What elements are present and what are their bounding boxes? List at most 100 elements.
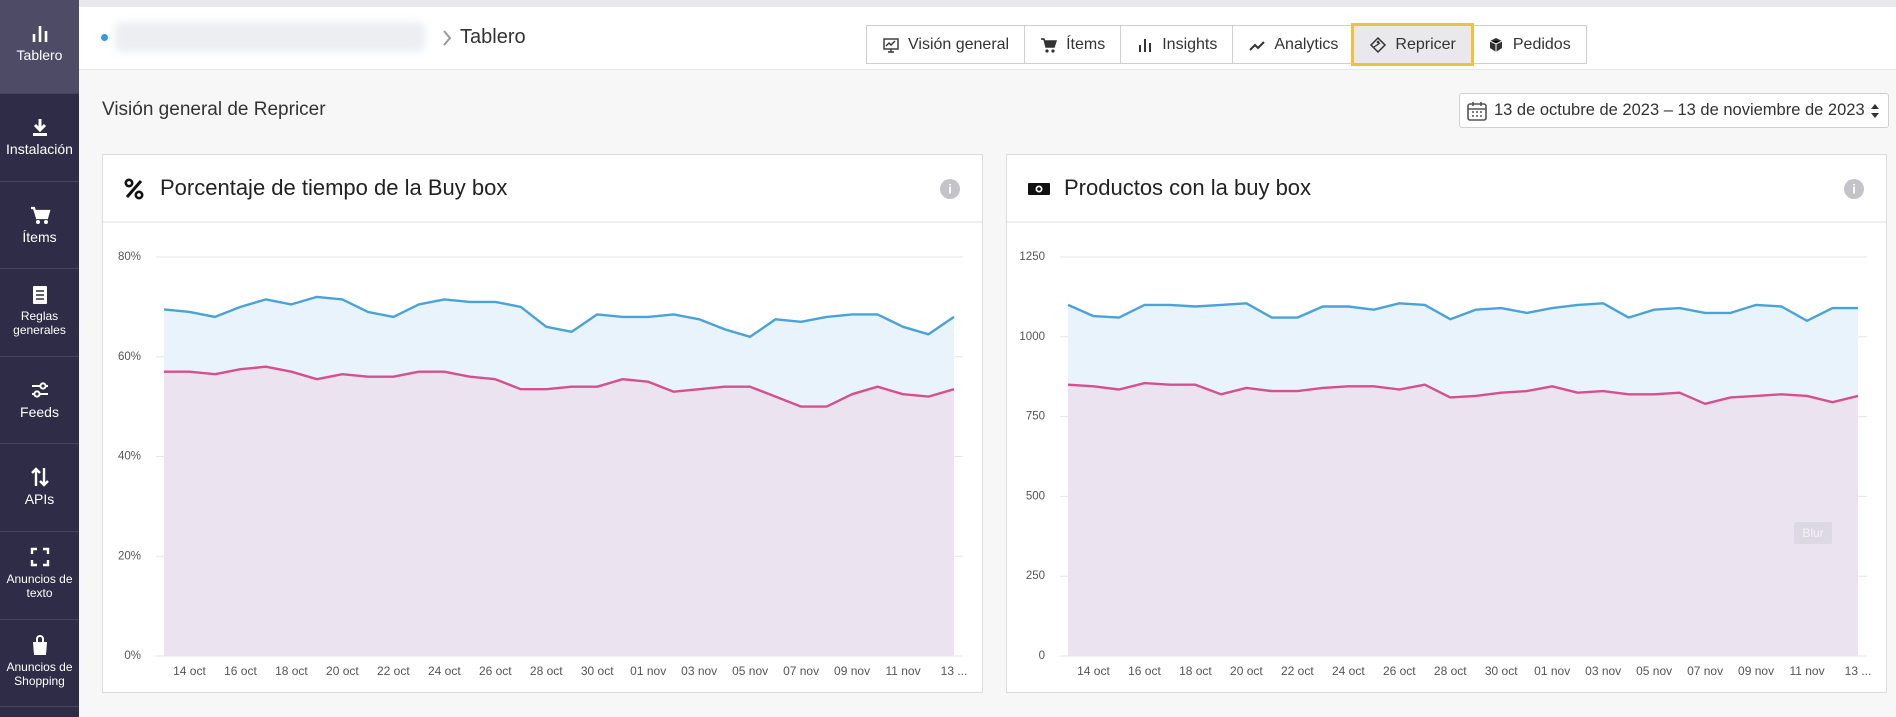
x-tick-label: 07 nov: [1687, 664, 1723, 678]
sidebar-icon: [31, 382, 48, 398]
sidebar-icon: [30, 206, 50, 224]
chart: Porcentaje de tiempo de la Buy box i 0% 20%…: [103, 175, 982, 678]
tab-icon: [1249, 40, 1266, 51]
top-bar: Tablero Visión general Ítems Insights Analy…: [79, 0, 1896, 70]
x-tick-label: 28 oct: [530, 664, 563, 678]
date-picker[interactable]: 13 de octubre de 2023 – 13 de noviembre …: [1459, 93, 1889, 128]
x-tick-label: 26 oct: [479, 664, 512, 678]
area: [164, 366, 954, 656]
tab-icon: [883, 37, 899, 53]
sidebar-label: Reglas generales: [13, 309, 66, 338]
sidebar-item[interactable]: Ítems: [0, 182, 79, 270]
x-tick-label: 22 oct: [1281, 664, 1314, 678]
sidebar-item[interactable]: Feeds: [0, 357, 79, 445]
info-glyph: i: [1852, 181, 1856, 196]
status-dot: [101, 34, 108, 41]
nav-tab[interactable]: Pedidos: [1470, 25, 1587, 64]
x-tick-label: 22 oct: [377, 664, 410, 678]
chart-title: Productos con la buy box: [1064, 175, 1311, 200]
sidebar-item[interactable]: Anuncios de texto: [0, 532, 79, 620]
sidebar-item[interactable]: Instalación: [0, 94, 79, 182]
line: [163, 295, 955, 338]
tab-icon: [1489, 37, 1503, 52]
info-icon[interactable]: [940, 179, 960, 199]
sidebar-item[interactable]: Anuncios de Shopping: [0, 620, 79, 708]
x-tick-label: 16 oct: [1128, 664, 1161, 678]
y-tick-label: 40%: [118, 451, 141, 463]
chart-icon: [1028, 183, 1050, 195]
sidebar-icon: [32, 119, 47, 136]
x-tick-label: 18 oct: [1179, 664, 1212, 678]
x-tick-label: 28 oct: [1434, 664, 1467, 678]
sidebar-item[interactable]: Reglas generales: [0, 269, 79, 357]
tab-icon: [1370, 36, 1387, 53]
sidebar-icon: [32, 634, 47, 655]
y-tick-label: 60%: [118, 351, 141, 363]
date-range: 13 de octubre de 2023 – 13 de noviembre …: [1494, 101, 1865, 119]
x-tick-label: 26 oct: [1383, 664, 1416, 678]
x-tick-label: 13 ...: [941, 664, 968, 678]
nav-tab[interactable]: Insights: [1120, 25, 1234, 64]
nav-tab[interactable]: Ítems: [1024, 25, 1122, 64]
breadcrumb[interactable]: Tablero: [460, 26, 526, 48]
y-tick-label: 750: [1026, 411, 1045, 423]
chart-panel: Porcentaje de tiempo de la Buy box i 0% 20%…: [102, 154, 983, 693]
info-icon[interactable]: [1844, 179, 1864, 199]
sidebar-icon: [32, 286, 47, 305]
tab-label: Repricer: [1395, 35, 1456, 53]
x-tick-label: 05 nov: [1636, 664, 1672, 678]
line: [1067, 302, 1858, 322]
sidebar-label: Instalación: [6, 141, 73, 157]
nav-tab[interactable]: Visión general: [866, 25, 1026, 64]
x-tick-label: 09 nov: [1738, 664, 1774, 678]
tab-bar: Visión general Ítems Insights Analytics Repr…: [866, 23, 1587, 66]
chart-panel: Productos con la buy box i 0 250 500 750 1000 1…: [1006, 154, 1887, 693]
x-tick-label: 01 nov: [1534, 664, 1570, 678]
sidebar-item[interactable]: APIs: [0, 444, 79, 532]
sidebar-label: Ítems: [22, 228, 57, 245]
x-tick-label: 20 oct: [326, 664, 359, 678]
y-tick-label: 20%: [118, 550, 141, 562]
x-tick-label: 03 nov: [1585, 664, 1621, 678]
watermark: Blur: [1802, 526, 1823, 540]
y-tick-label: 0%: [124, 650, 141, 662]
tab-label: Visión general: [908, 35, 1010, 53]
info-glyph: i: [948, 181, 952, 196]
y-tick-label: 1000: [1019, 331, 1045, 343]
sidebar-icon: [30, 467, 49, 488]
chart: Productos con la buy box i 0 250 500 750 1000 1…: [1007, 175, 1886, 678]
x-tick-label: 13 ...: [1845, 664, 1872, 678]
sidebar-icon: [32, 26, 47, 42]
sidebar-icon: [30, 547, 49, 567]
sidebar: Tablero Instalación Ítems Reglas generales F…: [0, 0, 79, 717]
x-tick-label: 07 nov: [783, 664, 819, 678]
sidebar-label: Anuncios de texto: [6, 572, 73, 600]
y-tick-label: 1250: [1019, 251, 1045, 263]
tab-label: Analytics: [1274, 35, 1339, 53]
x-tick-label: 24 oct: [428, 664, 461, 678]
line: [164, 365, 955, 408]
sidebar-item[interactable]: Tablero: [0, 0, 79, 94]
x-tick-label: 24 oct: [1332, 664, 1365, 678]
chart-title: Porcentaje de tiempo de la Buy box: [160, 175, 507, 200]
x-tick-label: 05 nov: [732, 664, 768, 678]
x-tick-label: 03 nov: [681, 664, 717, 678]
x-tick-label: 14 oct: [173, 664, 206, 678]
calendar-icon: [1467, 101, 1487, 121]
x-tick-label: 30 oct: [581, 664, 614, 678]
watermark-box: [1794, 522, 1832, 544]
x-tick-label: 16 oct: [224, 664, 257, 678]
chevron: [443, 30, 452, 46]
x-tick-label: 11 nov: [885, 664, 920, 678]
y-tick-label: 500: [1026, 490, 1045, 502]
line: [1067, 381, 1859, 405]
x-tick-label: 18 oct: [275, 664, 308, 678]
tab-label: Pedidos: [1512, 35, 1571, 53]
x-tick-label: 14 oct: [1077, 664, 1110, 678]
sidebar-label: APIs: [24, 491, 55, 508]
nav-tab[interactable]: Repricer: [1351, 23, 1474, 66]
section-title: Visión general de Repricer: [102, 99, 326, 120]
y-tick-label: 0: [1039, 650, 1045, 662]
nav-tab[interactable]: Analytics: [1232, 25, 1355, 64]
sort-arrows: [1870, 103, 1879, 118]
